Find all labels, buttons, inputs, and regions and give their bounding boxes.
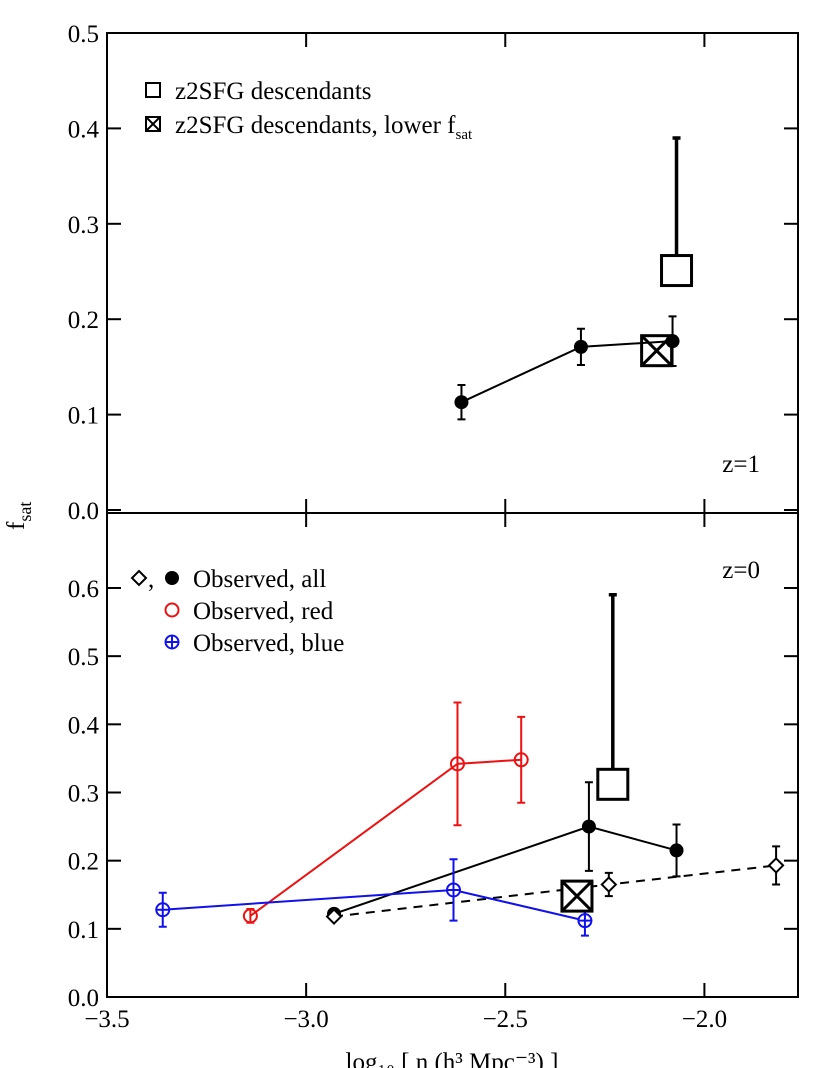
marker — [640, 334, 674, 368]
marker-shape — [660, 254, 694, 288]
legend-separator: , — [148, 566, 154, 593]
error-bar — [672, 136, 681, 271]
panel-frame — [106, 512, 799, 998]
legend-subscript: sat — [456, 127, 473, 143]
y-tick-label: 0.1 — [68, 403, 99, 430]
marker — [449, 756, 465, 772]
legend-symbol — [145, 116, 161, 132]
y-tick-label: 0.4 — [68, 116, 100, 143]
y-tick-label: 0.2 — [68, 307, 99, 334]
marker-shape — [669, 843, 684, 858]
marker-shape — [513, 752, 529, 768]
marker — [130, 569, 148, 587]
y-tick-label: 0.0 — [68, 498, 99, 525]
marker-shape — [156, 903, 170, 917]
legend-label: z2SFG descendants — [175, 78, 372, 105]
marker — [767, 857, 785, 874]
y-label-sub: sat — [15, 502, 35, 522]
panel-annotation: z=0 — [722, 557, 760, 584]
marker-shape — [560, 880, 594, 913]
series-line — [249, 758, 522, 917]
x-tick-label: −3.0 — [283, 1006, 328, 1033]
marker — [669, 843, 684, 858]
marker — [325, 908, 343, 925]
marker — [513, 752, 529, 768]
marker — [660, 254, 694, 288]
legend-text: Observed, all — [193, 566, 326, 593]
legend-symbol — [164, 602, 180, 618]
legend-label: Observed, red — [193, 598, 334, 625]
marker-shape — [446, 883, 460, 897]
legend-text: Observed, red — [193, 598, 334, 625]
error-bar — [517, 715, 526, 804]
marker-shape — [145, 116, 161, 132]
marker-shape — [130, 569, 148, 587]
legend-symbol — [164, 634, 180, 650]
marker-shape — [596, 767, 630, 801]
legend-text: Observed, blue — [193, 630, 344, 657]
legend-text: z2SFG descendants — [175, 78, 372, 105]
legend-text: z2SFG descendants, lower f — [175, 112, 456, 139]
x-tick-label: −2.5 — [483, 1006, 528, 1033]
legend-label: Observed, all — [193, 566, 326, 593]
marker — [242, 908, 258, 924]
legend-label: z2SFG descendants, lower fsat — [175, 112, 473, 143]
marker — [445, 882, 461, 898]
x-axis-label: log₁₀ [ n (h³ Mpc⁻³) ] — [346, 1049, 559, 1068]
marker — [665, 334, 680, 349]
x-tick-label: −2.0 — [682, 1006, 727, 1033]
y-axis-label: fsat — [3, 502, 35, 530]
y-tick-label: 0.3 — [68, 212, 99, 239]
legend-label: Observed, blue — [193, 630, 344, 657]
marker-shape — [665, 334, 680, 349]
y-tick-label: 0.0 — [68, 985, 99, 1012]
marker-shape — [242, 908, 258, 924]
y-tick-label: 0.1 — [68, 917, 99, 944]
marker — [560, 879, 594, 913]
y-tick-label: 0.4 — [68, 712, 100, 739]
panel-annotation: z=1 — [722, 451, 760, 478]
marker-shape — [600, 876, 618, 893]
marker — [577, 913, 593, 929]
marker-shape — [165, 635, 179, 649]
marker-shape — [145, 82, 161, 98]
marker-shape — [325, 908, 343, 925]
y-tick-label: 0.2 — [68, 849, 99, 876]
marker-shape — [573, 339, 588, 354]
legend-symbol — [145, 82, 161, 98]
y-tick-label: 0.6 — [68, 576, 99, 603]
panel-frame — [106, 32, 799, 514]
marker — [155, 902, 171, 918]
marker-shape — [581, 819, 596, 834]
y-tick-label: 0.5 — [68, 21, 99, 48]
y-label-text: f — [3, 521, 30, 530]
y-tick-label: 0.5 — [68, 644, 99, 671]
marker-shape — [767, 857, 785, 874]
series-line — [333, 825, 677, 915]
legend-symbol — [165, 571, 179, 585]
x-tick-label: −3.5 — [84, 1006, 129, 1033]
y-tick-label: 0.3 — [68, 780, 99, 807]
series-line — [162, 888, 586, 922]
marker — [454, 395, 469, 410]
marker — [573, 339, 588, 354]
marker-shape — [578, 914, 592, 928]
marker-shape — [165, 571, 179, 585]
marker — [600, 876, 618, 893]
marker-shape — [449, 756, 465, 772]
marker — [581, 819, 596, 834]
marker — [596, 767, 630, 801]
marker-shape — [454, 395, 469, 410]
error-bar — [608, 593, 617, 785]
error-bar — [453, 701, 462, 827]
marker-shape — [164, 602, 180, 618]
